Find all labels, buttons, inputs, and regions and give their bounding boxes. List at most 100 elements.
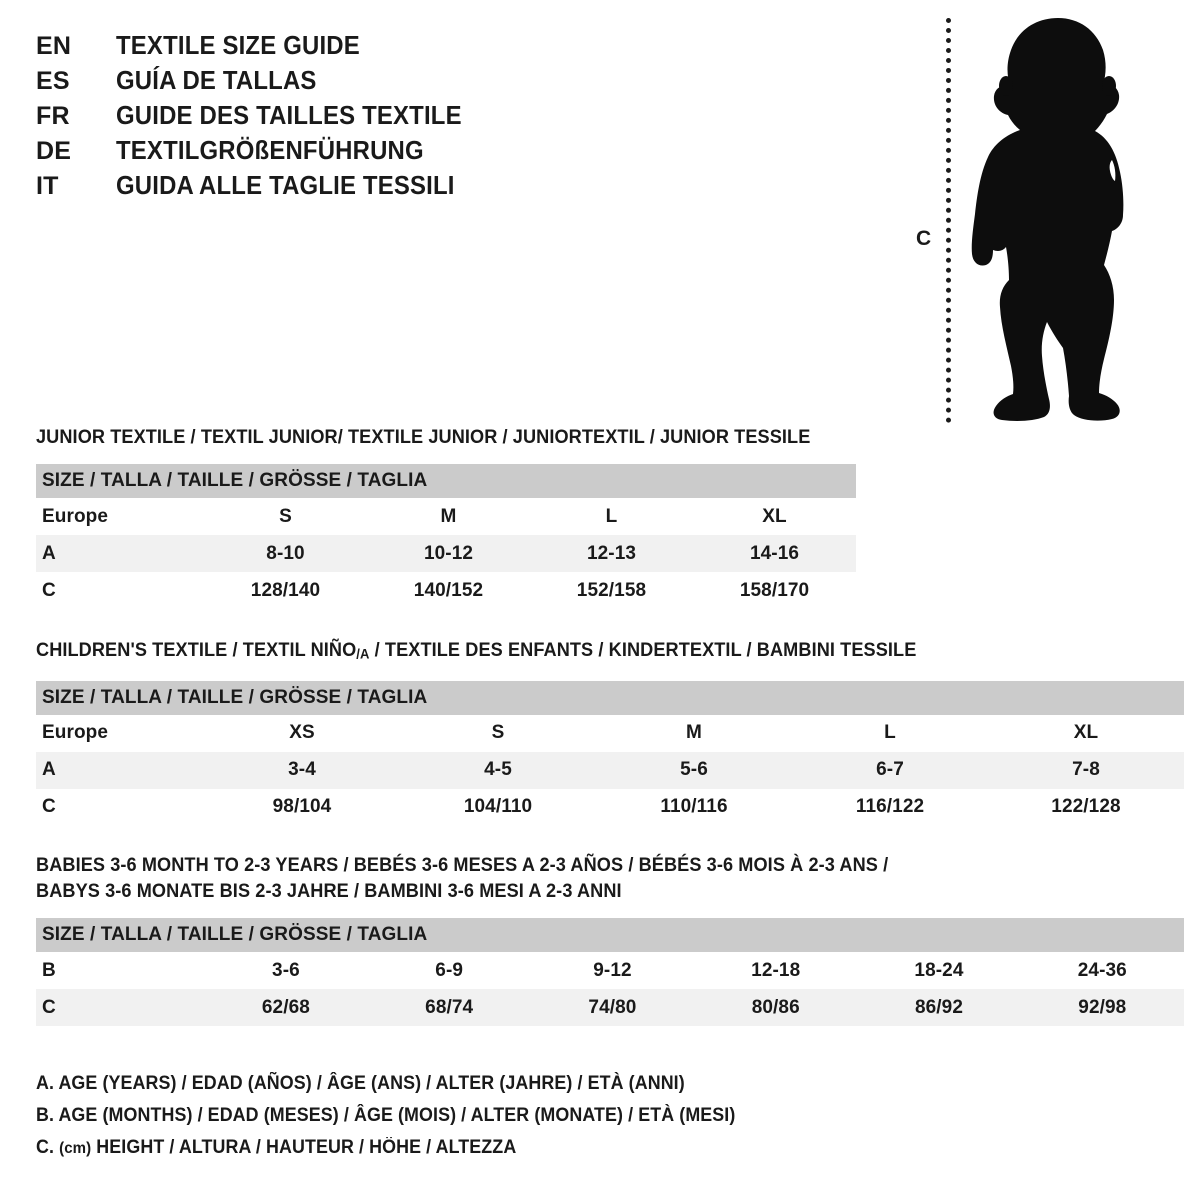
height-measurement-figure: C [900,10,1160,430]
legend-line-c: C. (cm) HEIGHT / ALTURA / HAUTEUR / HÖHE… [36,1132,882,1165]
language-row-it: IT GUIDA ALLE TAGLIE TESSILI [36,170,656,205]
junior-row-a-cell-2: 12-13 [530,535,693,572]
children-title-post: / TEXTILE DES ENFANTS / KINDERTEXTIL / B… [369,639,917,661]
children-row-europe-cell-2: M [596,714,792,752]
children-row-c-cell-2: 110/116 [596,788,792,826]
language-title-en: TEXTILE SIZE GUIDE [116,30,360,60]
junior-row-europe-cell-0: S [204,498,367,535]
section-childrens-textile: CHILDREN'S TEXTILE / TEXTIL NIÑO/A / TEX… [36,637,1184,826]
language-row-fr: FR GUIDE DES TAILLES TEXTILE [36,100,656,135]
junior-row-c-cell-1: 140/152 [367,572,530,609]
babies-row-b-cell-5: 24-36 [1020,952,1184,989]
babies-band-label: SIZE / TALLA / TAILLE / GRÖSSE / TAGLIA [36,918,1184,952]
babies-row-c-label: C [36,989,205,1026]
junior-section-title: JUNIOR TEXTILE / TEXTIL JUNIOR/ TEXTILE … [36,426,811,448]
children-row-a-cell-0: 3-4 [204,751,400,789]
children-row-a-cell-3: 6-7 [792,751,988,789]
children-size-table: SIZE / TALLA / TAILLE / GRÖSSE / TAGLIA … [36,680,1184,826]
table-row: C 62/68 68/74 74/80 80/86 86/92 92/98 [36,989,1184,1026]
babies-row-c-cell-1: 68/74 [367,989,531,1026]
babies-size-table: SIZE / TALLA / TAILLE / GRÖSSE / TAGLIA … [36,918,1184,1026]
babies-section-title-line1: BABIES 3-6 MONTH TO 2-3 YEARS / BEBÉS 3-… [36,854,889,876]
legend-line-b: B. AGE (MONTHS) / EDAD (MESES) / ÂGE (MO… [36,1105,736,1126]
junior-row-a-cell-0: 8-10 [204,535,367,572]
babies-row-c-cell-5: 92/98 [1020,989,1184,1026]
children-row-c-cell-3: 116/122 [792,788,988,826]
language-row-en: EN TEXTILE SIZE GUIDE [36,30,656,65]
junior-table-band-row: SIZE / TALLA / TAILLE / GRÖSSE / TAGLIA [36,464,857,498]
children-row-europe-cell-1: S [400,714,596,752]
children-band-label: SIZE / TALLA / TAILLE / GRÖSSE / TAGLIA [36,680,1184,715]
table-row: Europe S M L XL [36,498,857,535]
language-row-es: ES GUÍA DE TALLAS [36,65,656,100]
junior-row-a-label: A [36,535,204,572]
junior-row-europe-cell-1: M [367,498,530,535]
babies-row-c-cell-0: 62/68 [204,989,368,1026]
children-row-a-cell-4: 7-8 [988,751,1184,789]
children-row-a-label: A [36,751,204,789]
table-row: C 98/104 104/110 110/116 116/122 122/128 [36,788,1184,826]
children-section-title: CHILDREN'S TEXTILE / TEXTIL NIÑO/A / TEX… [36,637,1104,667]
legend-line-c-unit: (cm) [59,1140,92,1157]
junior-size-table: SIZE / TALLA / TAILLE / GRÖSSE / TAGLIA … [36,464,857,609]
junior-row-a-cell-1: 10-12 [367,535,530,572]
junior-row-c-cell-2: 152/158 [530,572,693,609]
legend-line-c-pre: C. [36,1137,60,1158]
babies-row-c-cell-3: 80/86 [694,989,858,1026]
babies-row-b-cell-0: 3-6 [204,952,368,989]
junior-row-europe-cell-2: L [530,498,693,535]
babies-row-b-cell-2: 9-12 [530,952,695,989]
babies-row-b-cell-1: 6-9 [367,952,531,989]
language-code-es: ES [36,67,70,95]
junior-row-c-label: C [36,572,204,609]
children-row-europe-cell-0: XS [204,714,400,752]
table-row: B 3-6 6-9 9-12 12-18 18-24 24-36 [36,952,1184,989]
children-row-europe-label: Europe [36,714,204,752]
children-row-europe-cell-3: L [792,714,988,752]
legend-block: A. AGE (YEARS) / EDAD (AÑOS) / ÂGE (ANS)… [36,1068,936,1165]
table-row: Europe XS S M L XL [36,714,1184,752]
babies-row-c-cell-4: 86/92 [857,989,1021,1026]
children-row-c-cell-1: 104/110 [400,788,596,826]
junior-row-europe-label: Europe [36,498,204,535]
junior-row-europe-cell-3: XL [693,498,857,535]
junior-row-a-cell-3: 14-16 [693,535,857,572]
junior-row-c-cell-0: 128/140 [204,572,367,609]
measure-dashed-line [946,18,951,423]
language-title-es: GUÍA DE TALLAS [116,65,317,95]
babies-table-band-row: SIZE / TALLA / TAILLE / GRÖSSE / TAGLIA [36,918,1184,952]
language-title-it: GUIDA ALLE TAGLIE TESSILI [116,170,455,200]
children-row-a-cell-2: 5-6 [596,751,792,789]
language-code-it: IT [36,172,59,200]
children-row-c-cell-4: 122/128 [988,788,1184,826]
language-code-de: DE [36,137,72,165]
language-title-block: EN TEXTILE SIZE GUIDE ES GUÍA DE TALLAS … [36,30,656,205]
babies-section-title-line2: BABYS 3-6 MONATE BIS 2-3 JAHRE / BAMBINI… [36,880,622,902]
children-row-c-label: C [36,788,204,826]
babies-row-c-cell-2: 74/80 [530,989,695,1026]
language-code-fr: FR [36,102,70,130]
legend-line-a: A. AGE (YEARS) / EDAD (AÑOS) / ÂGE (ANS)… [36,1073,685,1094]
junior-row-c-cell-3: 158/170 [693,572,857,609]
table-row: C 128/140 140/152 152/158 158/170 [36,572,857,609]
babies-row-b-cell-3: 12-18 [694,952,858,989]
measure-label-c: C [916,227,932,250]
section-babies-textile: BABIES 3-6 MONTH TO 2-3 YEARS / BEBÉS 3-… [36,852,1184,1026]
table-row: A 3-4 4-5 5-6 6-7 7-8 [36,751,1184,789]
language-row-de: DE TEXTILGRÖßENFÜHRUNG [36,135,656,170]
language-title-de: TEXTILGRÖßENFÜHRUNG [116,135,424,165]
babies-row-b-cell-4: 18-24 [857,952,1021,989]
section-junior-textile: JUNIOR TEXTILE / TEXTIL JUNIOR/ TEXTILE … [36,424,857,609]
table-row: A 8-10 10-12 12-13 14-16 [36,535,857,572]
children-title-sub: /A [356,645,370,662]
children-row-a-cell-1: 4-5 [400,751,596,789]
language-code-en: EN [36,32,72,60]
legend-line-c-post: HEIGHT / ALTURA / HAUTEUR / HÖHE / ALTEZ… [91,1137,517,1158]
language-title-fr: GUIDE DES TAILLES TEXTILE [116,100,462,130]
children-table-band-row: SIZE / TALLA / TAILLE / GRÖSSE / TAGLIA [36,680,1184,715]
child-silhouette-icon [971,18,1124,421]
junior-band-label: SIZE / TALLA / TAILLE / GRÖSSE / TAGLIA [36,464,857,498]
children-row-europe-cell-4: XL [988,714,1184,752]
children-row-c-cell-0: 98/104 [204,788,400,826]
children-title-pre: CHILDREN'S TEXTILE / TEXTIL NIÑO [36,639,357,661]
